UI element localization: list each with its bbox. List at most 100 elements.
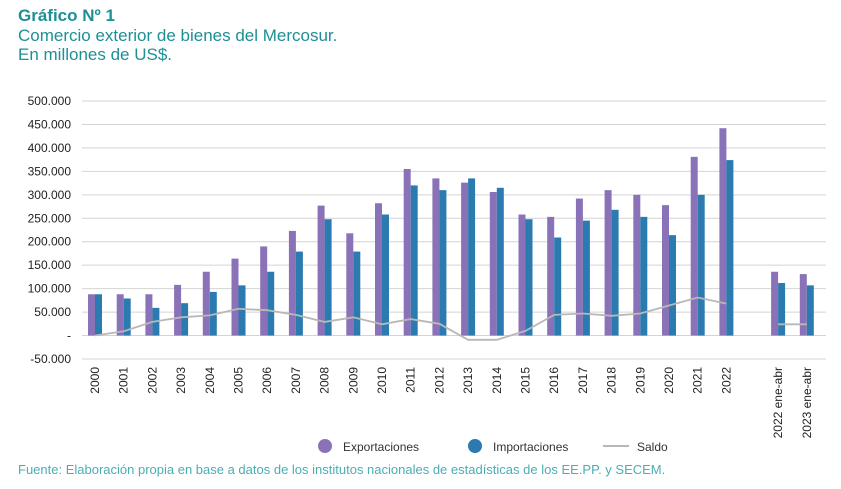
y-tick-label: 500.000 — [28, 94, 72, 108]
legend-importaciones-label: Importaciones — [493, 440, 568, 454]
bar-exportaciones — [662, 205, 669, 336]
bar-exportaciones — [799, 274, 807, 336]
y-tick-label: 250.000 — [28, 211, 72, 225]
y-axis-ticks: 500.000 450.000 400.000 350.000 300.000 250.0… — [28, 94, 72, 366]
saldo-line-layer — [94, 296, 807, 341]
bar-importaciones — [267, 271, 275, 336]
x-tick-label: 2002 — [145, 367, 159, 394]
bar-exportaciones — [260, 246, 268, 336]
bar-exportaciones — [719, 128, 727, 336]
chart-unit: En millones de US$. — [18, 45, 173, 64]
legend-exportaciones-label: Exportaciones — [343, 440, 419, 454]
y-tick-label: 350.000 — [28, 164, 72, 178]
x-tick-label: 2016 — [547, 367, 561, 394]
bar-importaciones — [382, 214, 389, 336]
x-tick-label: 2000 — [88, 367, 102, 394]
bar-exportaciones — [403, 169, 411, 336]
x-tick-label: 2015 — [519, 367, 533, 394]
bar-exportaciones — [231, 258, 239, 336]
bar-importaciones — [778, 283, 786, 336]
y-tick-label: 400.000 — [28, 141, 72, 155]
bar-importaciones — [697, 194, 705, 336]
bar-exportaciones — [88, 294, 95, 336]
bar-exportaciones — [690, 156, 698, 336]
bar-exportaciones — [317, 205, 325, 336]
bar-exportaciones — [288, 230, 296, 336]
x-tick-label: 2022 ene-abr — [771, 367, 785, 438]
y-tick-label: 200.000 — [28, 235, 72, 249]
bar-exportaciones — [633, 194, 641, 336]
x-tick-label: 2004 — [203, 367, 217, 394]
legend: Exportaciones Importaciones Saldo — [318, 439, 668, 454]
x-tick-label: 2001 — [117, 367, 131, 394]
bar-importaciones — [324, 219, 332, 336]
y-tick-label: 50.000 — [34, 305, 71, 319]
x-tick-label: 2013 — [461, 367, 475, 394]
y-tick-label: 450.000 — [28, 117, 72, 131]
x-tick-label: 2022 — [719, 367, 733, 394]
legend-saldo-label: Saldo — [637, 440, 668, 454]
bar-exportaciones — [461, 182, 469, 336]
x-tick-label: 2020 — [662, 367, 676, 394]
bar-exportaciones — [174, 284, 182, 336]
x-axis-ticks: 2000 2001 2002 2003 2004 2005 2006 2007 2008 2009… — [88, 367, 814, 439]
bar-importaciones — [353, 251, 361, 336]
grid-lines — [82, 100, 826, 360]
bar-importaciones — [238, 285, 246, 336]
bar-exportaciones — [202, 271, 210, 336]
x-tick-label: 2003 — [174, 367, 188, 394]
legend-exportaciones-marker — [318, 439, 332, 453]
bar-exportaciones — [432, 178, 440, 336]
y-tick-label: 100.000 — [28, 282, 72, 296]
bar-exportaciones — [547, 216, 555, 336]
x-tick-label: 2021 — [691, 367, 705, 394]
bar-importaciones — [496, 187, 504, 336]
chart-title: Comercio exterior de bienes del Mercosur… — [18, 26, 338, 45]
bar-importaciones — [726, 160, 734, 336]
bar-importaciones — [640, 216, 648, 336]
bar-importaciones — [806, 285, 814, 336]
bar-exportaciones — [375, 203, 382, 336]
y-tick-label: 300.000 — [28, 188, 72, 202]
legend-importaciones-marker — [468, 439, 482, 453]
saldo-line — [94, 296, 727, 341]
bar-importaciones — [554, 237, 562, 336]
bar-exportaciones — [145, 294, 153, 336]
source-note: Fuente: Elaboración propia en base a dat… — [18, 462, 666, 477]
bar-importaciones — [123, 298, 131, 336]
x-tick-label: 2023 ene-abr — [800, 367, 814, 438]
bar-importaciones — [611, 209, 619, 336]
bar-importaciones — [410, 185, 418, 336]
bar-importaciones — [439, 190, 447, 336]
bar-importaciones — [582, 220, 590, 336]
x-tick-label: 2005 — [232, 367, 246, 394]
x-tick-label: 2011 — [404, 367, 418, 393]
bar-exportaciones — [489, 192, 497, 336]
x-tick-label: 2010 — [375, 367, 389, 394]
bar-exportaciones — [604, 190, 612, 336]
bar-importaciones — [295, 251, 303, 336]
x-tick-label: 2018 — [605, 367, 619, 394]
x-tick-label: 2019 — [633, 367, 647, 394]
bar-exportaciones — [346, 233, 354, 336]
bar-importaciones — [669, 235, 676, 336]
bar-importaciones — [468, 178, 476, 336]
x-tick-label: 2012 — [432, 367, 446, 394]
x-tick-label: 2009 — [346, 367, 360, 394]
x-tick-label: 2017 — [576, 367, 590, 394]
bar-exportaciones — [575, 198, 583, 336]
x-tick-label: 2007 — [289, 367, 303, 394]
x-tick-label: 2014 — [490, 367, 504, 394]
x-tick-label: 2006 — [260, 367, 274, 394]
y-tick-label: 150.000 — [28, 258, 72, 272]
bar-importaciones — [95, 294, 102, 336]
chart-heading: Gráfico Nº 1 Comercio exterior de bienes… — [18, 6, 337, 64]
bar-exportaciones — [771, 271, 779, 336]
bars — [88, 128, 814, 336]
bar-exportaciones — [518, 214, 526, 336]
y-tick-label: - — [67, 329, 71, 343]
bar-exportaciones — [116, 294, 124, 336]
bar-line-chart: 500.000 450.000 400.000 350.000 300.000 250.0… — [28, 94, 826, 454]
bar-importaciones — [181, 303, 189, 336]
chart-label: Gráfico Nº 1 — [18, 6, 115, 25]
